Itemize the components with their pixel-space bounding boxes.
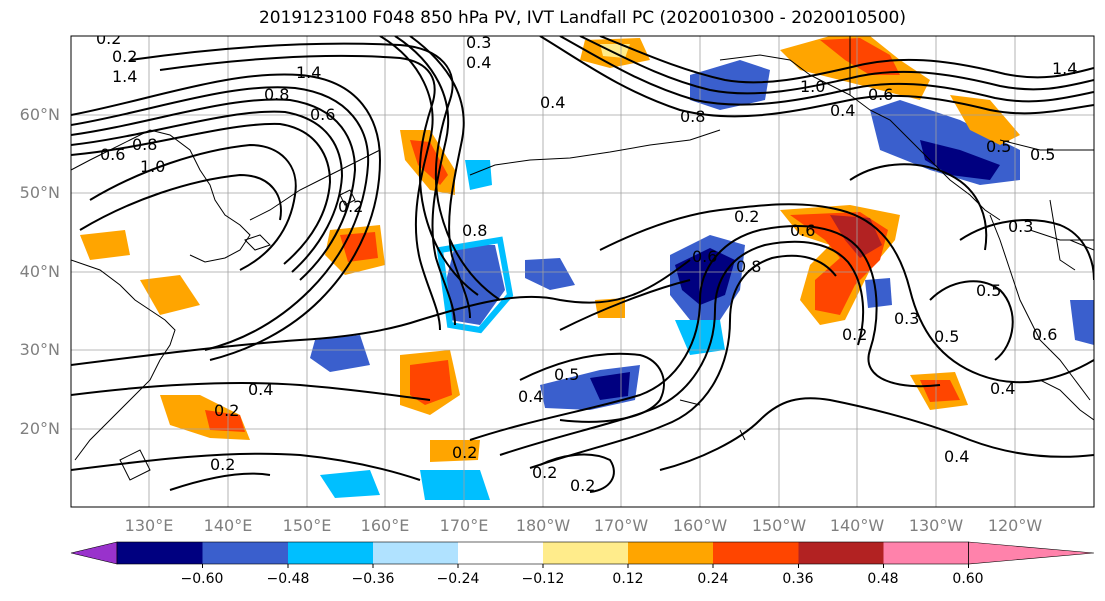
lat-label: 20°N bbox=[19, 419, 60, 438]
contour-label: 0.6 bbox=[790, 221, 815, 240]
contour-label: 1.4 bbox=[296, 63, 321, 82]
lat-label: 30°N bbox=[19, 340, 60, 359]
colorbar-extend-right bbox=[968, 541, 1095, 565]
contour-label: 0.6 bbox=[310, 105, 335, 124]
lat-label: 50°N bbox=[19, 183, 60, 202]
colorbar-tick-label: 0.24 bbox=[697, 571, 729, 587]
contour-label: 0.4 bbox=[944, 447, 969, 466]
colorbar-segment bbox=[288, 542, 373, 564]
contour-label: 0.2 bbox=[532, 463, 557, 482]
lon-label: 160°E bbox=[360, 516, 410, 535]
colorbar-tick-label: −0.60 bbox=[180, 571, 224, 587]
contour-label: 0.4 bbox=[248, 380, 273, 399]
contour-label-layer: 0.3 0.4 1.4 0.2 1.4 0.8 0.6 0.4 0.6 0.4 … bbox=[96, 29, 1077, 495]
contour-label: 0.5 bbox=[1030, 145, 1055, 164]
colorbar-tick-label: 0.48 bbox=[867, 571, 899, 587]
lon-label: 170°E bbox=[439, 516, 489, 535]
colorbar bbox=[70, 541, 1095, 568]
contour-label: 0.2 bbox=[338, 197, 363, 216]
colorbar-segment bbox=[628, 542, 713, 564]
colorbar-segment bbox=[543, 542, 628, 564]
colorbar-tick-label: −0.48 bbox=[266, 571, 310, 587]
contour-label: 0.2 bbox=[112, 47, 137, 66]
contour-label: 0.4 bbox=[466, 53, 491, 72]
colorbar-segment bbox=[798, 542, 884, 564]
contour-label: 0.4 bbox=[518, 387, 543, 406]
contour-label: 0.4 bbox=[990, 379, 1015, 398]
lon-label: 150°E bbox=[282, 516, 332, 535]
colorbar-segment bbox=[202, 542, 288, 564]
lat-label: 40°N bbox=[19, 262, 60, 281]
colorbar-tick-label: 0.12 bbox=[612, 571, 644, 587]
map-frame bbox=[70, 35, 1095, 508]
contour-label: 0.5 bbox=[976, 281, 1001, 300]
contour-label: 0.2 bbox=[452, 443, 477, 462]
contour-label: 0.6 bbox=[692, 247, 717, 266]
contour-label: 0.3 bbox=[894, 309, 919, 328]
lon-label: 140°E bbox=[203, 516, 253, 535]
lat-label: 60°N bbox=[19, 105, 60, 124]
contour-label: 0.5 bbox=[986, 137, 1011, 156]
colorbar-segment bbox=[458, 542, 543, 564]
colorbar-segment bbox=[883, 542, 969, 564]
contour-label: 1.0 bbox=[800, 77, 825, 96]
colorbar-segment bbox=[117, 542, 203, 564]
contour-label: 0.2 bbox=[842, 325, 867, 344]
contour-label: 0.8 bbox=[736, 257, 761, 276]
contour-label: 0.8 bbox=[132, 135, 157, 154]
contour-label: 0.2 bbox=[734, 207, 759, 226]
colorbar-tick-label: −0.12 bbox=[521, 571, 565, 587]
colorbar-segment bbox=[713, 542, 799, 564]
map-panel: 0.3 0.4 1.4 0.2 1.4 0.8 0.6 0.4 0.6 0.4 … bbox=[71, 29, 1094, 507]
contour-label: 0.2 bbox=[570, 476, 595, 495]
lon-label: 170°W bbox=[593, 516, 649, 535]
contour-label: 0.8 bbox=[680, 107, 705, 126]
contour-label: 1.4 bbox=[1052, 59, 1077, 78]
lon-label: 130°E bbox=[124, 516, 174, 535]
contour-label: 0.6 bbox=[868, 85, 893, 104]
contour-label: 0.8 bbox=[462, 221, 487, 240]
lon-label: 160°W bbox=[672, 516, 728, 535]
contour-label: 0.4 bbox=[540, 93, 565, 112]
lon-label: 140°W bbox=[829, 516, 885, 535]
colorbar-tick-label: 0.60 bbox=[952, 571, 984, 587]
colorbar-tick-label: 0.36 bbox=[782, 571, 814, 587]
contour-label: 0.6 bbox=[100, 145, 125, 164]
coastlines bbox=[71, 36, 1094, 481]
contour-label: 0.3 bbox=[1008, 217, 1033, 236]
contour-label: 1.0 bbox=[140, 157, 165, 176]
contour-label: 0.2 bbox=[214, 401, 239, 420]
lon-label: 180°W bbox=[515, 516, 571, 535]
map-title: 2019123100 F048 850 hPa PV, IVT Landfall… bbox=[258, 8, 906, 28]
colorbar-tick-label: −0.24 bbox=[436, 571, 480, 587]
contour-label: 0.5 bbox=[554, 365, 579, 384]
colorbar-extend-left bbox=[70, 541, 118, 565]
colorbar-tick-label: −0.36 bbox=[351, 571, 395, 587]
contour-label: 1.4 bbox=[112, 67, 137, 86]
land-detail bbox=[679, 379, 1094, 441]
lon-label: 150°W bbox=[751, 516, 807, 535]
contour-label: 0.4 bbox=[830, 101, 855, 120]
contour-label: 0.2 bbox=[96, 29, 121, 48]
lon-label: 120°W bbox=[987, 516, 1043, 535]
lon-label: 130°W bbox=[908, 516, 964, 535]
contour-label: 0.5 bbox=[934, 327, 959, 346]
contour-label: 0.2 bbox=[210, 455, 235, 474]
colorbar-segment bbox=[373, 542, 458, 564]
contour-label: 0.6 bbox=[1032, 325, 1057, 344]
contour-label: 0.8 bbox=[264, 85, 289, 104]
pv-contours bbox=[71, 36, 1094, 493]
contour-label: 0.3 bbox=[466, 33, 491, 52]
